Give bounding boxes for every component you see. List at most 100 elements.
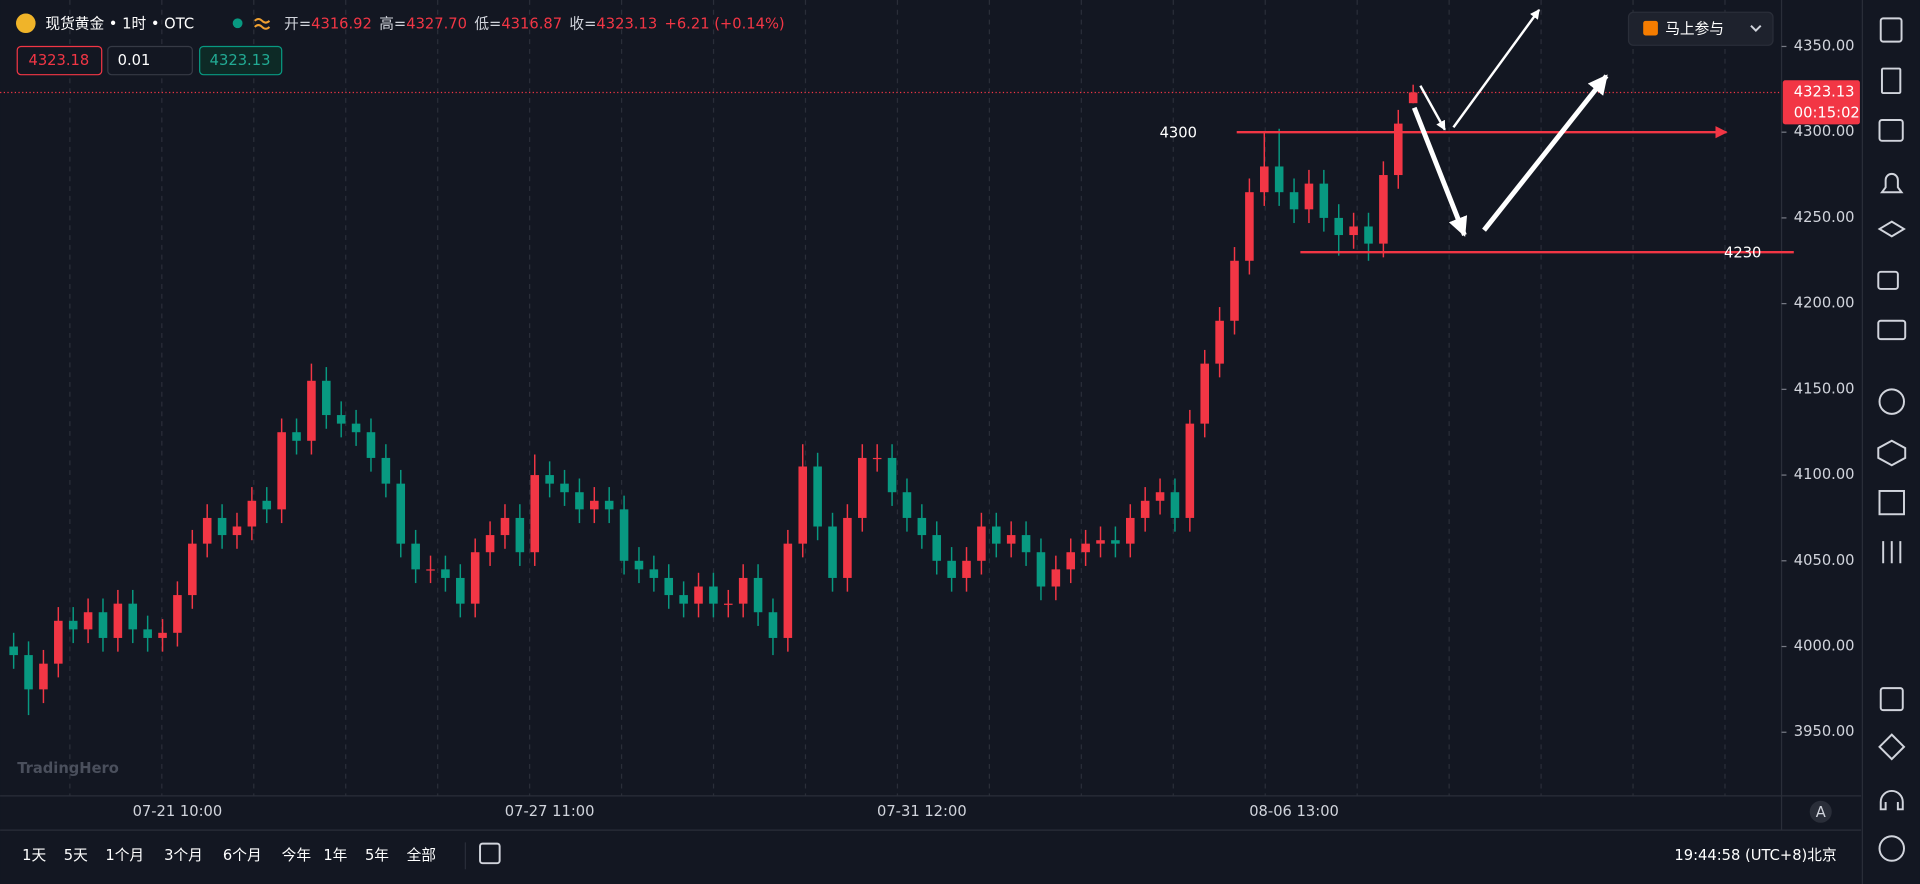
sidebar-icon[interactable] — [1879, 687, 1904, 712]
sidebar-icon[interactable] — [1877, 439, 1907, 467]
sidebar-icon[interactable] — [1882, 541, 1902, 564]
y-tick-label: 4350.00 — [1794, 37, 1855, 54]
market-status — [232, 18, 243, 29]
sidebar-icon[interactable] — [1877, 270, 1899, 290]
y-tick-label: 4250.00 — [1794, 209, 1855, 226]
candle-body — [828, 526, 837, 578]
y-tick-label: 4000.00 — [1794, 638, 1855, 655]
candle-body — [798, 466, 808, 544]
sidebar-icon[interactable] — [1878, 119, 1904, 142]
candle-body — [232, 526, 242, 536]
join-label[interactable]: 马上参与 — [1665, 20, 1724, 37]
candle-body — [932, 535, 942, 561]
y-tick-label: 4150.00 — [1794, 380, 1855, 397]
annotation-arrow — [1419, 85, 1446, 131]
symbol-icon — [16, 13, 36, 34]
annotation-arrow — [1482, 74, 1609, 232]
range-button[interactable]: 1个月 — [105, 847, 144, 864]
sell-price[interactable]: 4323.18 — [28, 52, 89, 69]
candle-body — [500, 517, 510, 536]
range-button[interactable]: 5年 — [365, 847, 389, 864]
candle-body — [83, 612, 93, 630]
date-range-icon[interactable] — [479, 842, 501, 865]
candle-body — [1200, 363, 1210, 424]
sidebar-icon[interactable] — [1878, 733, 1906, 761]
range-button[interactable]: 1年 — [323, 847, 347, 864]
range-button[interactable]: 3个月 — [164, 847, 203, 864]
candle-body — [128, 603, 138, 630]
price-change: +6.21 (+0.14%) — [665, 15, 785, 32]
ohlc-value: 4327.70 — [406, 15, 467, 32]
level-label: 4300 — [1160, 124, 1197, 141]
candle-body — [188, 543, 197, 596]
candle-body — [1185, 423, 1195, 518]
sidebar-icon[interactable] — [1877, 220, 1906, 238]
candle-body — [1066, 552, 1076, 570]
candle-body — [1364, 226, 1373, 244]
candle-body — [560, 483, 569, 493]
range-button[interactable]: 5天 — [64, 847, 88, 864]
candle-body — [530, 475, 540, 553]
ohlc-value: 4323.13 — [596, 15, 657, 32]
buy-price[interactable]: 4323.13 — [210, 52, 271, 69]
x-tick-label: 07-31 12:00 — [877, 803, 967, 820]
delay-icon — [254, 18, 271, 30]
candle-body — [545, 475, 554, 484]
y-tick-label: 4050.00 — [1794, 552, 1855, 569]
candle-body — [441, 569, 450, 578]
help-icon[interactable] — [1878, 835, 1905, 862]
candle-body — [24, 655, 33, 690]
candle-body — [1289, 192, 1299, 210]
last-price-label: 4323.13 — [1794, 84, 1855, 101]
symbol-title[interactable]: 现货黄金 • 1时 • OTC — [45, 15, 194, 32]
sidebar-icon[interactable] — [1878, 489, 1905, 516]
sidebar-icon[interactable] — [1879, 790, 1904, 811]
auto-scale-label[interactable]: A — [1816, 804, 1826, 821]
sidebar-icon[interactable] — [1878, 388, 1905, 415]
candle-body — [202, 517, 212, 544]
candle-body — [753, 577, 763, 613]
candle-body — [962, 560, 971, 578]
qty-input[interactable] — [107, 45, 193, 76]
join-button[interactable] — [1627, 11, 1774, 46]
auto-scale-button[interactable] — [1809, 800, 1832, 823]
buy-button[interactable] — [199, 45, 283, 76]
candle-body — [515, 517, 525, 553]
candle-body — [724, 603, 733, 605]
range-button[interactable]: 6个月 — [223, 847, 262, 864]
candle-body — [68, 620, 78, 630]
y-tick-label: 3950.00 — [1794, 723, 1855, 740]
candle-body — [947, 560, 956, 578]
candle-body — [307, 380, 316, 441]
sidebar-icon[interactable] — [1879, 17, 1903, 43]
candle-body — [1140, 500, 1150, 518]
sell-button[interactable] — [16, 45, 103, 76]
candle-body — [1379, 175, 1388, 244]
candle-body — [396, 483, 406, 544]
y-tick-label: 4200.00 — [1794, 295, 1855, 312]
annotation-arrow — [1411, 106, 1468, 237]
candle-body — [619, 509, 629, 561]
candle-body — [843, 517, 852, 578]
candle-body — [694, 586, 703, 604]
sidebar-icon[interactable] — [1879, 172, 1904, 194]
clock[interactable]: 19:44:58 (UTC+8)北京 — [1674, 847, 1836, 864]
annotation-arrow — [1452, 9, 1541, 129]
range-button[interactable]: 1天 — [22, 847, 46, 864]
candle-body — [872, 457, 882, 460]
join-icon — [1643, 20, 1658, 36]
ohlc-value: 4316.92 — [311, 15, 372, 32]
watermark: TradingHero — [17, 760, 119, 777]
range-button[interactable]: 全部 — [407, 846, 436, 864]
qty-value[interactable]: 0.01 — [118, 52, 151, 69]
candle-body — [1021, 535, 1031, 553]
last-price-tag — [1782, 80, 1860, 125]
sidebar-icon[interactable] — [1877, 319, 1907, 341]
candle-body — [1393, 123, 1403, 176]
x-tick-label: 07-21 10:00 — [133, 803, 223, 820]
candle-body — [426, 569, 435, 571]
range-button[interactable]: 今年 — [282, 847, 312, 864]
candle-body — [1245, 192, 1254, 261]
sidebar-icon[interactable] — [1880, 67, 1902, 95]
